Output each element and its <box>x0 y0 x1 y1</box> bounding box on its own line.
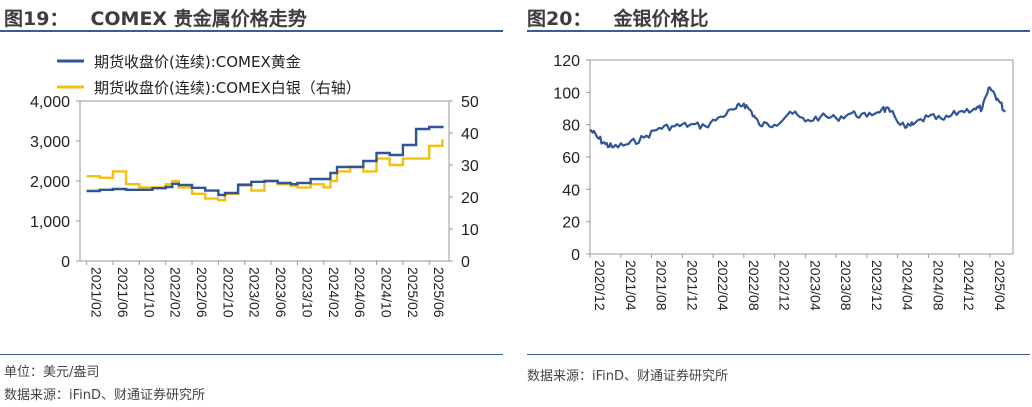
y-axis-tick-label: 0 <box>571 247 580 264</box>
x-axis-tick-label: 2021/12 <box>684 260 700 311</box>
figure-title-text: 金银价格比 <box>613 8 709 30</box>
gold-series-line <box>86 125 444 197</box>
x-axis-tick-label: 2020/12 <box>592 260 608 311</box>
silver-series-line <box>86 139 444 202</box>
y-axis-tick-label: 80 <box>562 118 580 135</box>
x-axis-tick-label: 2022/12 <box>777 260 793 311</box>
x-axis-tick-label: 2024/04 <box>900 260 916 311</box>
right-axis-tick-label: 0 <box>461 254 470 271</box>
right-axis-tick-label: 40 <box>461 126 479 143</box>
x-axis-tick-label: 2023/08 <box>838 260 854 311</box>
y-axis-tick-label: 120 <box>553 53 580 70</box>
x-axis-tick-label: 2024/12 <box>961 260 977 311</box>
x-axis-tick-label: 2025/02 <box>405 267 421 318</box>
left-axis-tick-label: 0 <box>61 254 70 271</box>
unit-note: 单位：美元/盎司 <box>4 365 100 380</box>
figure-19-title: 图19： COMEX 贵金属价格走势 <box>4 4 307 31</box>
y-axis-tick-label: 100 <box>553 85 580 102</box>
legend-label-gold: 期货收盘价(连续):COMEX黄金 <box>94 53 301 71</box>
x-axis-tick-label: 2022/02 <box>168 267 184 318</box>
left-axis-tick-label: 2,000 <box>30 174 70 191</box>
x-axis-tick-label: 2023/12 <box>869 260 885 311</box>
x-axis-tick-label: 2022/06 <box>194 267 210 318</box>
x-axis-tick-label: 2024/02 <box>326 267 342 318</box>
x-axis-tick-label: 2024/08 <box>930 260 946 311</box>
x-axis-tick-label: 2025/04 <box>992 260 1008 311</box>
x-axis-tick-label: 2021/02 <box>89 267 105 318</box>
x-axis-tick-label: 2022/04 <box>715 260 731 311</box>
y-axis-tick-label: 60 <box>562 150 580 167</box>
gold-silver-ratio-line <box>589 86 1006 149</box>
title-rule <box>527 30 1030 32</box>
x-axis-tick-label: 2023/02 <box>247 267 263 318</box>
figure-number: 图20： <box>527 8 592 30</box>
x-axis-tick-label: 2021/04 <box>623 260 639 311</box>
x-axis-tick-label: 2023/04 <box>807 260 823 311</box>
left-axis-tick-label: 4,000 <box>30 94 70 111</box>
x-axis-tick-label: 2022/10 <box>220 267 236 318</box>
right-axis-tick-label: 50 <box>461 94 479 111</box>
left-axis-tick-label: 1,000 <box>30 214 70 231</box>
x-axis-tick-label: 2025/06 <box>431 267 447 318</box>
source-note: 数据来源：iFinD、财通证券研究所 <box>4 388 206 403</box>
source-note-fig20: 数据来源：iFinD、财通证券研究所 <box>527 369 729 384</box>
figure-20-title: 图20： 金银价格比 <box>527 4 708 31</box>
right-axis-tick-label: 20 <box>461 190 479 207</box>
x-axis-tick-label: 2023/10 <box>299 267 315 318</box>
legend-label-silver: 期货收盘价(连续):COMEX白银（右轴） <box>94 79 361 97</box>
x-axis-tick-label: 2024/06 <box>352 267 368 318</box>
right-axis-tick-label: 10 <box>461 222 479 239</box>
footer-rule <box>527 354 1030 355</box>
left-axis-tick-label: 3,000 <box>30 134 70 151</box>
footer-rule <box>0 354 503 355</box>
x-axis-tick-label: 2023/06 <box>273 267 289 318</box>
plot-frame-fig20 <box>589 59 1014 255</box>
x-axis-tick-label: 2022/08 <box>746 260 762 311</box>
figure-title-text: COMEX 贵金属价格走势 <box>90 8 307 30</box>
x-axis-tick-label: 2021/08 <box>654 260 670 311</box>
y-axis-tick-label: 20 <box>562 215 580 232</box>
figure-number: 图19： <box>4 8 69 30</box>
x-axis-tick-label: 2021/10 <box>141 267 157 318</box>
x-axis-tick-label: 2021/06 <box>115 267 131 318</box>
title-rule <box>0 30 503 32</box>
right-axis-tick-label: 30 <box>461 158 479 175</box>
x-axis-tick-label: 2024/10 <box>379 267 395 318</box>
y-axis-tick-label: 40 <box>562 182 580 199</box>
